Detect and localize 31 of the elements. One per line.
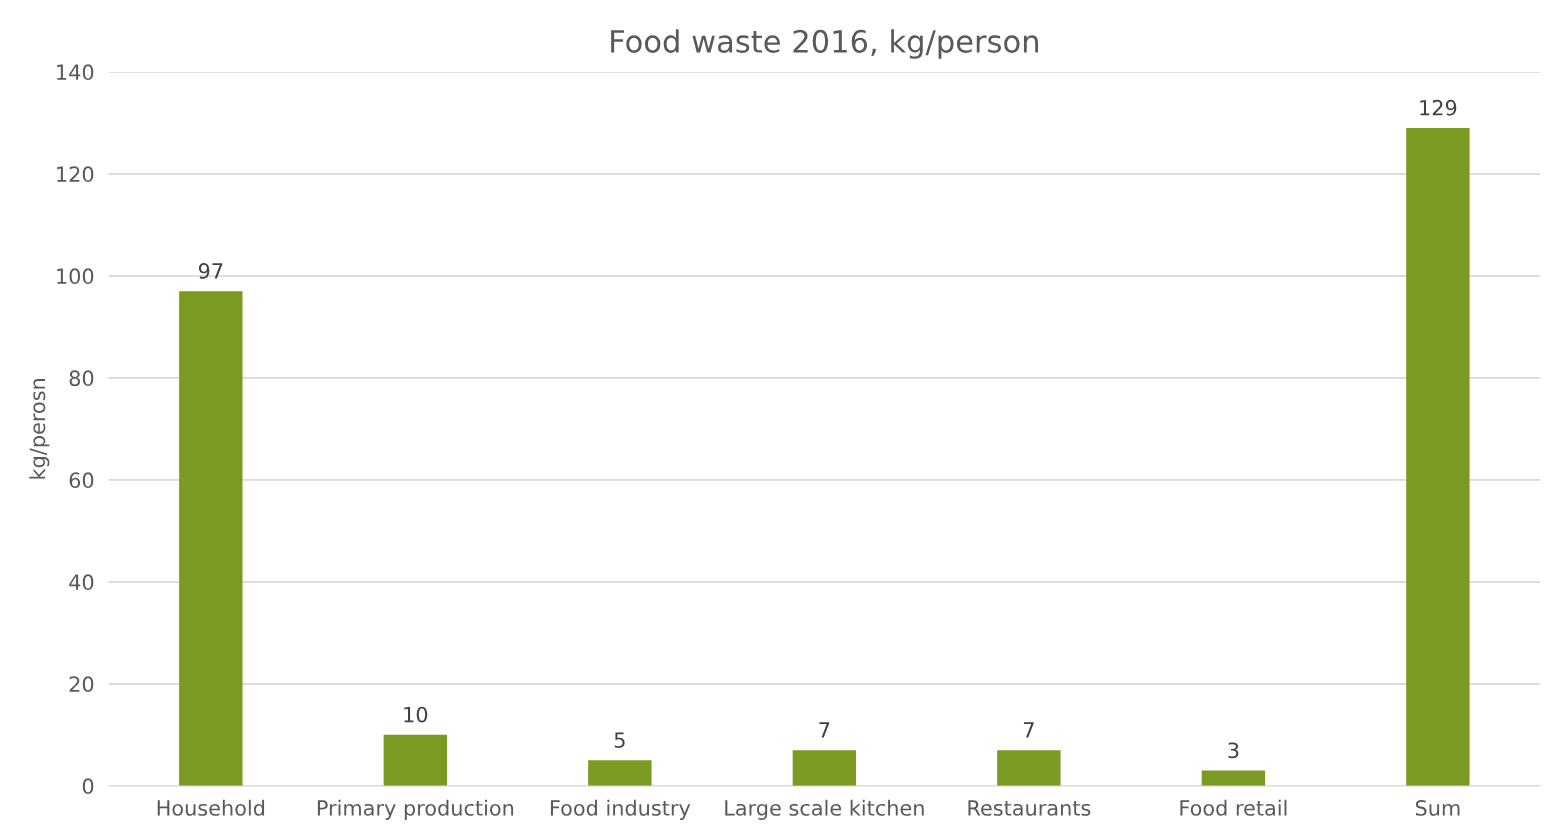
data-label: 3 bbox=[1228, 742, 1239, 759]
bar bbox=[383, 734, 448, 786]
x-tick-label: Primary production bbox=[317, 799, 514, 820]
x-tick-label: Household bbox=[157, 799, 265, 816]
y-tick-label: 20 bbox=[69, 676, 94, 693]
data-label: 5 bbox=[614, 732, 625, 748]
y-tick-label: 60 bbox=[69, 472, 94, 489]
y-tick-label: 120 bbox=[57, 166, 94, 183]
bar bbox=[179, 291, 243, 786]
data-label: 7 bbox=[819, 722, 830, 738]
bar bbox=[792, 750, 857, 786]
data-label: 7 bbox=[1023, 722, 1034, 738]
x-tick-label: Food retail bbox=[1180, 799, 1287, 816]
bar bbox=[588, 760, 652, 786]
data-label: 97 bbox=[198, 263, 223, 279]
data-label: 129 bbox=[1420, 99, 1457, 116]
y-tick-label: 80 bbox=[69, 370, 94, 387]
bar bbox=[1201, 770, 1266, 786]
chart-title: Food waste 2016, kg/person bbox=[611, 29, 1038, 59]
x-tick-label: Sum bbox=[1415, 800, 1460, 816]
data-label: 10 bbox=[404, 706, 428, 723]
y-tick-label: 0 bbox=[82, 778, 94, 795]
y-axis-title: kg/perosn bbox=[29, 379, 50, 479]
x-tick-label: Food industry bbox=[550, 799, 691, 820]
x-tick-label: Large scale kitchen bbox=[725, 799, 924, 820]
y-tick-label: 140 bbox=[57, 64, 94, 81]
x-tick-label: Restaurants bbox=[968, 800, 1091, 816]
bar bbox=[1406, 127, 1470, 786]
bar bbox=[997, 750, 1061, 786]
y-tick-label: 40 bbox=[69, 574, 94, 591]
y-tick-label: 100 bbox=[57, 268, 94, 285]
